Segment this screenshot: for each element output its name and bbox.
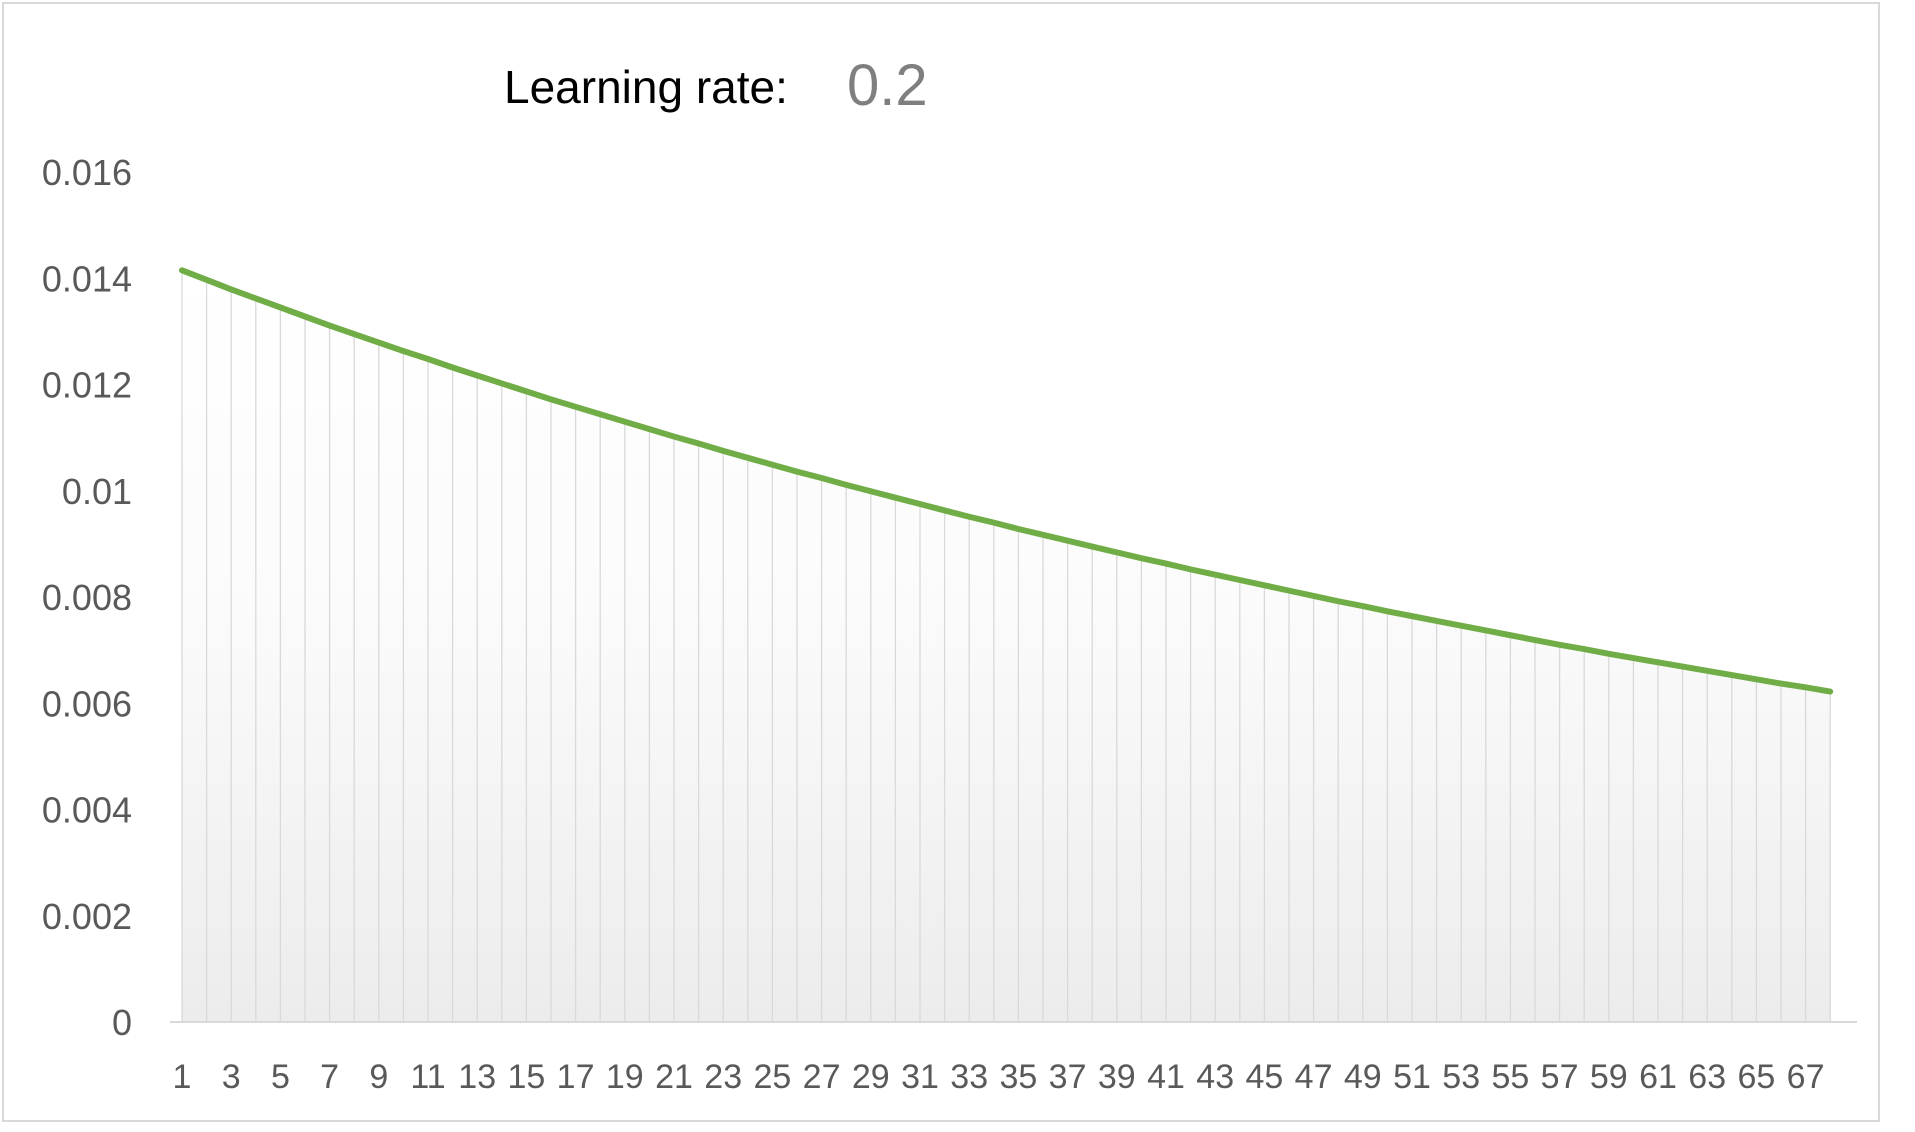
y-tick-label: 0.004 [42,790,132,831]
y-tick-label: 0.002 [42,896,132,937]
x-tick-label: 51 [1393,1058,1431,1096]
x-tick-label: 23 [704,1058,742,1096]
x-tick-label: 57 [1541,1058,1579,1096]
chart-header: Learning rate: 0.2 [4,52,1104,122]
area-fill [182,270,1831,1022]
x-tick-label: 35 [999,1058,1037,1096]
plot-area: 0 0.002 0.004 0.006 0.008 0.01 0.012 0.014 0.016… [42,152,1857,1096]
x-axis-ticks: 1 3 5 7 9 11 13 15 17 19 21 23 25 27 29 31 33 35 37 39 41 43 4… [173,1058,1825,1096]
x-tick-label: 45 [1245,1058,1283,1096]
x-tick-label: 11 [410,1058,445,1096]
y-tick-label: 0.012 [42,365,132,406]
x-tick-label: 49 [1344,1058,1382,1096]
x-tick-label: 9 [369,1058,388,1096]
x-tick-label: 39 [1098,1058,1136,1096]
x-tick-label: 43 [1196,1058,1234,1096]
x-tick-label: 47 [1295,1058,1333,1096]
y-tick-label: 0.014 [42,258,132,299]
x-tick-label: 7 [320,1058,339,1096]
x-tick-label: 21 [655,1058,693,1096]
x-tick-label: 5 [271,1058,290,1096]
x-tick-label: 55 [1491,1058,1529,1096]
series-line-path [179,267,1834,695]
x-tick-label: 15 [507,1058,545,1096]
y-tick-label: 0.008 [42,577,132,618]
x-tick-label: 53 [1442,1058,1480,1096]
drop-lines [181,270,1831,1022]
x-tick-label: 63 [1688,1058,1726,1096]
y-axis-ticks: 0 0.002 0.004 0.006 0.008 0.01 0.012 0.014 0.016 [42,152,132,1043]
y-tick-label: 0.016 [42,152,132,193]
y-tick-label: 0.01 [62,471,132,512]
x-tick-label: 31 [901,1058,939,1096]
x-tick-label: 27 [803,1058,841,1096]
x-tick-label: 29 [852,1058,890,1096]
learning-rate-label: Learning rate: [504,61,788,113]
x-tick-label: 67 [1787,1058,1825,1096]
series-line [179,267,1834,695]
x-tick-label: 1 [173,1058,192,1096]
x-tick-label: 33 [950,1058,988,1096]
chart-frame: Learning rate: 0.2 0 0.002 0.004 0.006 0.008… [2,2,1880,1122]
x-tick-label: 37 [1049,1058,1087,1096]
x-tick-label: 3 [222,1058,241,1096]
x-tick-label: 59 [1590,1058,1628,1096]
learning-rate-value: 0.2 [847,53,928,118]
x-tick-label: 61 [1639,1058,1677,1096]
x-tick-label: 41 [1147,1058,1185,1096]
y-tick-label: 0 [112,1002,132,1043]
x-tick-label: 19 [606,1058,644,1096]
area-fill-shape [182,270,1831,1022]
y-tick-label: 0.006 [42,683,132,724]
x-tick-label: 17 [557,1058,595,1096]
x-tick-label: 25 [753,1058,791,1096]
x-tick-label: 65 [1737,1058,1775,1096]
x-tick-label: 13 [458,1058,496,1096]
